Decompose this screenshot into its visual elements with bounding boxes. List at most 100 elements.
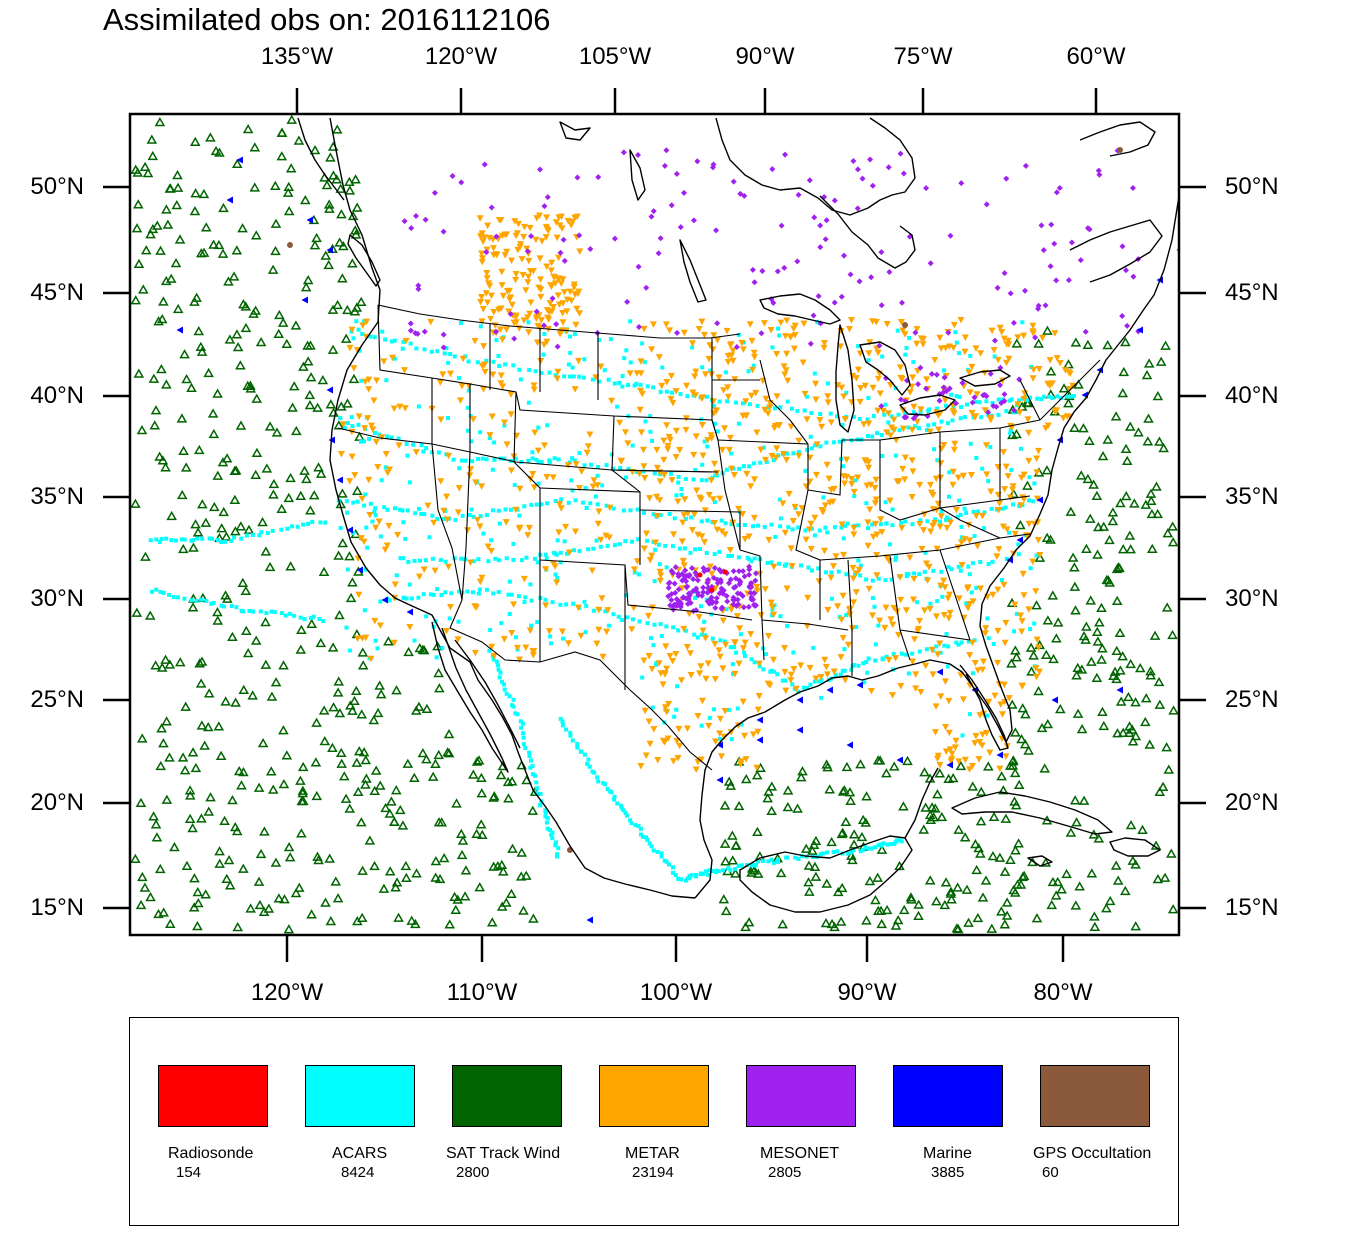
metar-marker (713, 526, 721, 534)
metar-marker (375, 518, 383, 525)
sat-track-wind-marker (334, 708, 346, 718)
sat-track-wind-marker (766, 781, 778, 791)
sat-track-wind-marker (375, 689, 387, 699)
mesonet-marker (431, 189, 438, 196)
acars-marker (568, 374, 573, 379)
sat-track-wind-marker (342, 398, 353, 408)
acars-marker (640, 675, 645, 680)
acars-marker (182, 537, 187, 542)
metar-marker (635, 470, 643, 478)
acars-marker (396, 436, 401, 441)
metar-marker (780, 451, 788, 458)
sat-track-wind-marker (928, 812, 940, 822)
acars-marker (617, 542, 622, 547)
acars-marker (724, 607, 729, 612)
acars-marker (596, 464, 601, 469)
acars-marker (465, 405, 470, 410)
acars-marker (575, 745, 580, 750)
metar-marker (663, 665, 671, 673)
sat-track-wind-marker (148, 811, 159, 821)
metar-marker (1036, 552, 1044, 559)
sat-track-wind-marker (946, 894, 957, 904)
acars-marker (373, 506, 378, 511)
sat-track-wind-marker (279, 894, 290, 904)
sat-track-wind-marker (337, 538, 349, 548)
metar-marker (680, 512, 688, 519)
legend-item-sat-track-wind: SAT Track Wind 2800 (446, 1018, 602, 1225)
marine-marker (381, 596, 388, 604)
acars-marker (555, 575, 560, 580)
acars-marker (783, 678, 788, 683)
sat-track-wind-marker (1166, 848, 1177, 858)
metar-marker (597, 363, 605, 370)
metar-marker (791, 503, 799, 511)
metar-marker (853, 570, 861, 577)
mesonet-marker (781, 264, 788, 271)
acars-marker (349, 415, 354, 420)
sat-track-wind-marker (349, 306, 361, 316)
sat-track-wind-marker (319, 735, 331, 746)
sat-track-wind-marker (820, 917, 832, 928)
sat-track-wind-marker (172, 303, 184, 314)
metar-marker (467, 466, 475, 473)
sat-track-wind-marker (347, 705, 358, 715)
metar-marker (909, 658, 917, 666)
acars-marker (550, 600, 555, 605)
metar-marker (916, 481, 924, 489)
acars-marker (507, 611, 512, 616)
acars-marker (1000, 397, 1005, 402)
acars-marker (397, 507, 402, 512)
sat-track-wind-marker (130, 295, 142, 305)
acars-marker (700, 365, 705, 370)
acars-marker (891, 651, 896, 656)
acars-marker (769, 522, 774, 527)
metar-marker (1016, 409, 1024, 416)
acars-marker (401, 520, 406, 525)
legend-count: 60 (1042, 1164, 1059, 1181)
acars-marker (279, 527, 284, 532)
mesonet-marker (700, 584, 707, 591)
metar-marker (549, 304, 557, 311)
sat-track-wind-marker (325, 399, 337, 409)
acars-marker (777, 333, 782, 338)
metar-marker (1032, 665, 1040, 672)
acars-marker (481, 531, 486, 536)
sat-track-wind-marker (999, 866, 1011, 876)
acars-marker (852, 493, 857, 498)
sat-track-wind-marker (372, 707, 384, 718)
acars-marker (594, 538, 599, 543)
acars-marker (1020, 320, 1025, 325)
sat-track-wind-marker (963, 917, 974, 927)
mesonet-marker (709, 164, 716, 171)
sat-track-wind-marker (370, 765, 382, 775)
sat-track-wind-marker (1078, 423, 1089, 433)
acars-marker (977, 400, 982, 405)
acars-marker (964, 601, 969, 606)
sat-track-wind-marker (237, 223, 248, 233)
legend-count: 3885 (931, 1164, 965, 1181)
sat-track-wind-marker (352, 786, 364, 797)
metar-marker (906, 554, 914, 562)
sat-track-wind-marker (860, 817, 872, 827)
acars-marker (612, 381, 617, 386)
sat-track-wind-marker (452, 894, 464, 904)
acars-marker (650, 705, 655, 710)
mesonet-marker (747, 589, 754, 596)
metar-marker (912, 671, 920, 678)
acars-marker (910, 522, 915, 527)
mesonet-marker (952, 400, 959, 407)
metar-marker (841, 416, 849, 423)
sat-track-wind-marker (298, 795, 309, 806)
acars-marker (356, 422, 361, 427)
sat-track-wind-marker (1081, 621, 1092, 631)
metar-marker (971, 659, 979, 667)
sat-track-wind-marker (238, 863, 249, 873)
mesonet-marker (811, 214, 818, 221)
acars-marker (931, 447, 936, 452)
metar-marker (936, 761, 944, 769)
mesonet-marker (807, 340, 814, 347)
sat-track-wind-marker (240, 585, 252, 595)
metar-marker (683, 382, 691, 390)
sat-track-wind-marker (1104, 895, 1116, 906)
acars-marker (664, 565, 669, 570)
